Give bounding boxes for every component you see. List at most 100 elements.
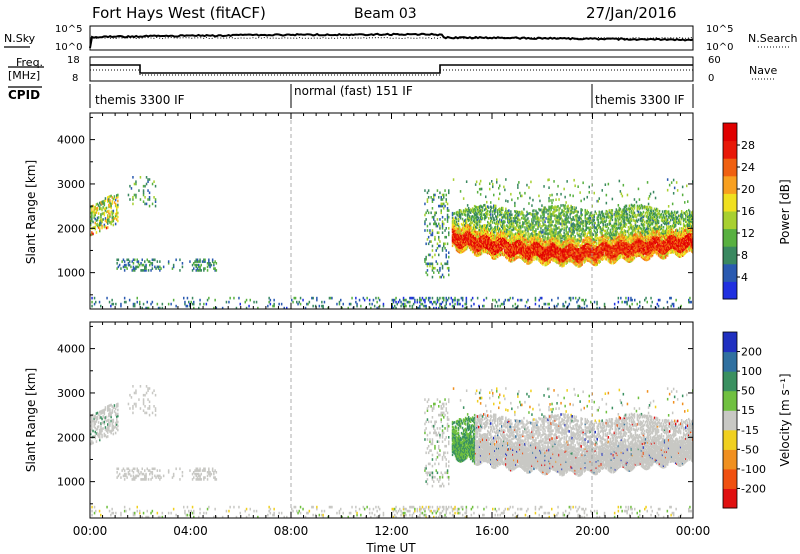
power-cell — [529, 235, 531, 238]
power-cell — [507, 256, 509, 259]
power-cell — [593, 213, 595, 217]
power-cell — [462, 197, 465, 200]
power-cell — [502, 302, 504, 306]
power-cell — [517, 240, 519, 244]
power-cell — [553, 253, 555, 256]
power-cell — [510, 256, 512, 260]
power-cell — [597, 251, 599, 255]
power-cell — [521, 216, 523, 220]
power-cell — [100, 203, 102, 206]
power-cell — [582, 249, 584, 253]
power-cell — [481, 246, 484, 250]
power-cell — [492, 241, 494, 244]
power-cell — [539, 253, 541, 257]
power-cell — [446, 215, 449, 219]
power-cell — [462, 243, 465, 247]
power-cell — [494, 226, 496, 229]
power-cell — [501, 247, 503, 250]
power-cell — [549, 229, 551, 233]
power-cell — [609, 253, 612, 257]
nave-line — [90, 69, 693, 76]
power-cell — [572, 230, 574, 233]
power-cell — [541, 254, 543, 258]
power-cell — [593, 246, 595, 249]
power-cell — [530, 240, 532, 244]
power-cell — [461, 296, 464, 300]
power-cell — [485, 241, 487, 244]
power-cell — [453, 227, 456, 231]
power-cell — [476, 252, 479, 256]
power-cell — [593, 254, 595, 257]
power-cell — [539, 243, 541, 246]
power-cell — [328, 296, 331, 300]
power-cell — [551, 246, 553, 250]
power-cell — [191, 302, 194, 306]
power-cell — [517, 215, 519, 219]
power-cell — [441, 231, 444, 234]
power-cell — [460, 296, 463, 300]
power-cell — [611, 224, 614, 228]
power-cell — [593, 229, 595, 232]
power-cell — [585, 222, 587, 225]
power-cell — [581, 255, 583, 258]
power-cell — [378, 298, 381, 302]
power-cell — [505, 209, 507, 212]
power-cell — [532, 249, 534, 253]
power-cell — [510, 249, 512, 252]
power-cell — [463, 236, 466, 240]
power-cell — [546, 252, 548, 255]
power-cell — [576, 215, 578, 218]
power-cell — [528, 226, 530, 229]
power-cell — [588, 259, 590, 263]
power-cell — [486, 251, 488, 254]
power-cell — [499, 252, 501, 256]
power-cell — [558, 220, 560, 223]
power-cell — [443, 207, 445, 210]
power-cell — [529, 261, 531, 265]
power-cell — [549, 242, 551, 245]
power-cell — [454, 231, 457, 235]
freq-right-tick-top: 60 — [708, 55, 721, 66]
power-cell — [554, 214, 556, 218]
power-cell — [503, 215, 505, 218]
power-cell — [551, 248, 553, 251]
power-cell — [577, 243, 579, 246]
power-cell — [461, 236, 464, 239]
power-cell — [556, 244, 558, 247]
power-cell — [538, 234, 540, 237]
power-cell — [503, 221, 505, 224]
power-cell — [463, 213, 466, 216]
power-cell — [548, 232, 550, 235]
power-cell — [108, 195, 110, 199]
power-cell — [490, 247, 492, 250]
power-cell — [497, 240, 499, 243]
power-cell — [518, 210, 520, 214]
power-cell — [530, 223, 532, 227]
power-cell — [509, 259, 511, 263]
power-cell — [112, 302, 115, 306]
power-cell — [553, 242, 555, 245]
power-cell — [443, 244, 445, 248]
power-cell — [90, 215, 92, 219]
power-cell — [568, 296, 571, 300]
power-cell — [101, 226, 103, 230]
power-cell — [518, 226, 520, 229]
power-cell — [528, 249, 530, 253]
power-cell — [494, 241, 496, 245]
power-cell — [535, 245, 537, 248]
power-cell — [608, 258, 611, 262]
power-cell — [609, 258, 612, 261]
power-cell — [611, 234, 614, 237]
power-cell — [511, 216, 513, 220]
power-cell — [499, 219, 501, 223]
power-cell — [568, 255, 570, 258]
power-cell — [541, 260, 543, 264]
power-cell — [473, 237, 476, 240]
power-cell — [602, 253, 604, 256]
power-cell — [581, 230, 583, 234]
power-cell — [588, 185, 590, 189]
power-cell — [484, 227, 486, 230]
power-cell — [578, 248, 580, 251]
power-cell — [491, 218, 493, 222]
power-cell — [489, 246, 491, 249]
